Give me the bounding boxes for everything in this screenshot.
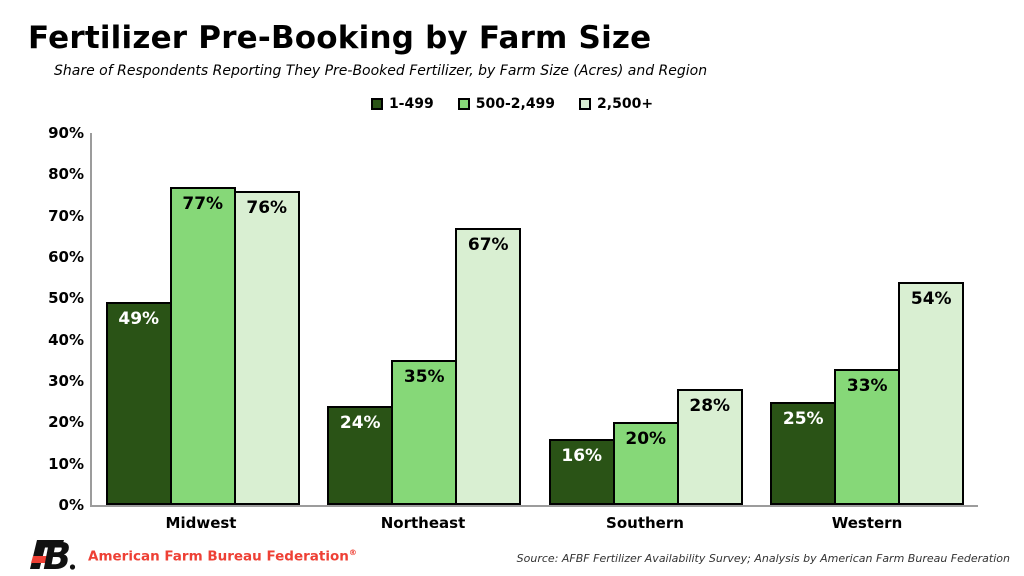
y-tick-30: 30% xyxy=(48,372,84,390)
bar-value-label: 28% xyxy=(689,396,731,417)
bar-group-western: 25% 33% 54% xyxy=(757,133,979,505)
y-tick-10: 10% xyxy=(48,454,84,473)
legend-item-0: 1-499 xyxy=(370,96,434,112)
bar-northeast-2,500+: 67% xyxy=(455,228,522,505)
legend-item-1: 500-2,499 xyxy=(457,96,556,112)
bar-western-2,500+: 54% xyxy=(898,281,965,505)
bar-group-southern: 16% 20% 28% xyxy=(535,133,757,505)
legend-label: 1-499 xyxy=(388,96,434,112)
brand-text: American Farm Bureau Federation xyxy=(88,548,349,565)
bar-value-label: 24% xyxy=(339,412,381,433)
bar-value-label: 77% xyxy=(182,193,224,214)
bar-group-midwest: 49% 77% 76% xyxy=(92,133,314,505)
y-tick-40: 40% xyxy=(48,330,84,349)
bar-western-500-2,499: 33% xyxy=(834,368,901,505)
bar-northeast-500-2,499: 35% xyxy=(391,360,458,505)
chart-subtitle: Share of Respondents Reporting They Pre-… xyxy=(54,63,708,79)
brand-name: American Farm Bureau Federation® xyxy=(88,548,357,565)
bar-value-label: 25% xyxy=(782,408,824,429)
category-label-southern: Southern xyxy=(606,514,684,532)
y-tick-50: 50% xyxy=(48,289,84,308)
bar-value-label: 20% xyxy=(625,429,667,450)
category-label-western: Western xyxy=(831,514,903,532)
bar-value-label: 76% xyxy=(246,197,288,218)
x-axis: Midwest Northeast Southern Western xyxy=(90,514,978,532)
plot-area: 49% 77% 76% 24% 35% 67% 16% 20% 28% 25% 33% 54% xyxy=(90,133,978,507)
bar-southern-2,500+: 28% xyxy=(676,389,743,505)
plot-wrap: 49% 77% 76% 24% 35% 67% 16% 20% 28% 25% 33% 54% Mid… xyxy=(90,133,978,532)
bar-midwest-2,500+: 76% xyxy=(233,190,300,505)
svg-text:B: B xyxy=(43,536,71,574)
legend-swatch-icon xyxy=(370,98,383,110)
legend-swatch-icon xyxy=(579,98,592,110)
legend-label: 2,500+ xyxy=(597,96,654,112)
bar-value-label: 49% xyxy=(118,309,160,330)
bar-group-northeast: 24% 35% 67% xyxy=(314,133,536,505)
y-tick-60: 60% xyxy=(48,248,84,266)
y-tick-20: 20% xyxy=(48,413,84,432)
bar-midwest-500-2,499: 77% xyxy=(169,186,236,505)
legend-swatch-icon xyxy=(457,98,470,110)
category-label-midwest: Midwest xyxy=(165,514,237,532)
y-axis: 0% 10% 20% 30% 40% 50% 60% 70% 80% 90% xyxy=(20,124,84,514)
legend: 1-499 500-2,499 2,500+ xyxy=(0,96,1024,112)
bar-western-1-499: 25% xyxy=(770,401,837,505)
bar-value-label: 16% xyxy=(561,445,603,466)
bar-value-label: 54% xyxy=(910,288,952,309)
bar-southern-500-2,499: 20% xyxy=(612,422,679,505)
bar-southern-1-499: 16% xyxy=(548,438,615,505)
y-tick-0: 0% xyxy=(58,496,84,514)
y-tick-90: 90% xyxy=(48,124,84,142)
bar-value-label: 35% xyxy=(403,367,445,388)
registered-mark: ® xyxy=(348,548,357,557)
afbf-fb-logo-icon: B xyxy=(30,536,76,574)
y-tick-70: 70% xyxy=(48,206,84,225)
bar-northeast-1-499: 24% xyxy=(327,405,394,505)
legend-label: 500-2,499 xyxy=(475,96,556,112)
bar-value-label: 67% xyxy=(467,235,509,256)
source-note: Source: AFBF Fertilizer Availability Sur… xyxy=(516,552,1010,565)
bar-value-label: 33% xyxy=(846,375,888,396)
y-tick-80: 80% xyxy=(48,165,84,184)
legend-item-2: 2,500+ xyxy=(579,96,653,112)
category-label-northeast: Northeast xyxy=(380,514,466,532)
chart-title: Fertilizer Pre-Booking by Farm Size xyxy=(28,20,652,56)
bar-midwest-1-499: 49% xyxy=(105,302,172,505)
